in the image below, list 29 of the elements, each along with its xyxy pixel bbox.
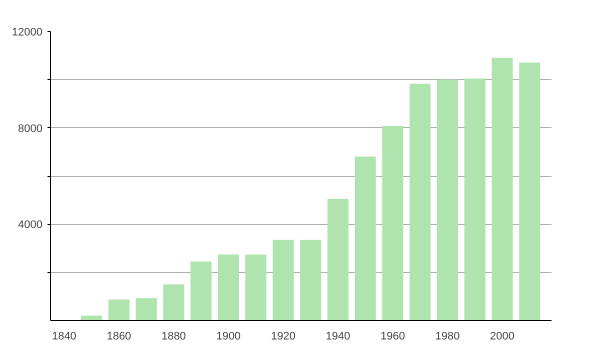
- bar: [245, 254, 266, 320]
- bar: [382, 126, 404, 320]
- y-tick-label: 4000: [18, 219, 43, 232]
- x-tick-label: 1980: [435, 330, 460, 342]
- bar: [492, 58, 513, 320]
- bar: [436, 80, 458, 320]
- bar: [327, 198, 348, 320]
- bar: [410, 84, 431, 320]
- y-tick-label: 12000: [12, 26, 43, 38]
- bar: [108, 300, 130, 320]
- bar: [218, 254, 239, 320]
- x-tick-label: 1840: [52, 330, 76, 342]
- bar: [272, 240, 294, 320]
- x-tick-label: 1880: [161, 330, 186, 342]
- bar: [464, 78, 486, 320]
- x-tick-label: 1920: [270, 330, 296, 342]
- bar: [354, 156, 376, 320]
- x-tick-label: 1940: [326, 330, 350, 342]
- bar: [300, 240, 322, 320]
- x-tick-label: 1900: [216, 330, 241, 342]
- bar: [136, 298, 157, 320]
- y-tick-label: 8000: [18, 122, 43, 135]
- bar: [81, 316, 102, 320]
- bar: [163, 284, 184, 320]
- bar: [190, 261, 212, 320]
- bar: [519, 62, 540, 320]
- x-tick-label: 2000: [490, 330, 514, 342]
- x-tick-label: 1860: [106, 330, 132, 342]
- x-tick-label: 1960: [380, 330, 405, 342]
